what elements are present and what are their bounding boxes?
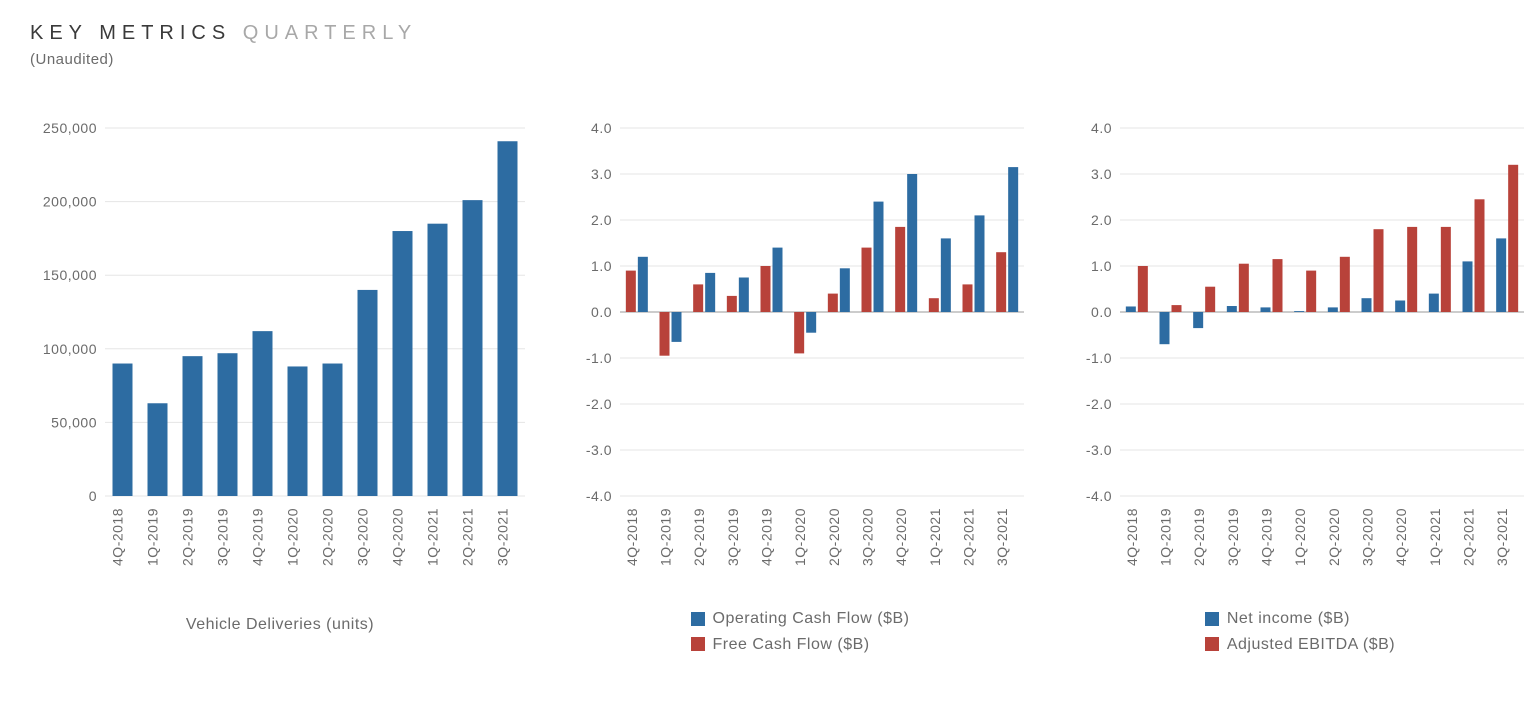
svg-text:3Q-2019: 3Q-2019 xyxy=(215,508,231,566)
subtitle: (Unaudited) xyxy=(30,51,1498,68)
svg-text:4Q-2020: 4Q-2020 xyxy=(1393,508,1409,566)
svg-text:0: 0 xyxy=(89,488,97,504)
svg-text:1Q-2019: 1Q-2019 xyxy=(658,508,674,566)
chart-income-svg: -4.0 -3.0 -2.0 -1.0 0.0 1.0 2.0 3.0 4.0 4Q-2018 1Q… xyxy=(1070,118,1528,588)
chart-cashflow-svg: -4.0 -3.0 -2.0 -1.0 0.0 1.0 2.0 3.0 4.0 4Q-2018 1Q… xyxy=(570,118,1030,588)
svg-text:3Q-2020: 3Q-2020 xyxy=(355,508,371,566)
legend-swatch-red xyxy=(691,637,705,651)
svg-text:2Q-2021: 2Q-2021 xyxy=(1461,508,1477,566)
svg-text:1.0: 1.0 xyxy=(1091,258,1112,274)
legend-label-fcf: Free Cash Flow ($B) xyxy=(713,632,870,658)
chart-deliveries-title: Vehicle Deliveries (units) xyxy=(186,616,374,634)
svg-text:-2.0: -2.0 xyxy=(1086,396,1112,412)
svg-text:1Q-2021: 1Q-2021 xyxy=(1427,508,1443,566)
chart-cashflow-legend: Operating Cash Flow ($B) Free Cash Flow … xyxy=(691,606,910,657)
svg-text:50,000: 50,000 xyxy=(51,414,97,430)
svg-text:200,000: 200,000 xyxy=(43,194,97,210)
svg-text:4Q-2018: 4Q-2018 xyxy=(110,508,126,566)
svg-text:1Q-2019: 1Q-2019 xyxy=(1158,508,1174,566)
svg-text:1Q-2020: 1Q-2020 xyxy=(285,508,301,566)
svg-text:3Q-2020: 3Q-2020 xyxy=(860,508,876,566)
svg-text:1Q-2021: 1Q-2021 xyxy=(425,508,441,566)
svg-text:3.0: 3.0 xyxy=(591,166,612,182)
svg-text:3Q-2019: 3Q-2019 xyxy=(1225,508,1241,566)
legend-item-ebitda: Adjusted EBITDA ($B) xyxy=(1205,632,1395,658)
svg-text:250,000: 250,000 xyxy=(43,120,97,136)
legend-swatch-red-2 xyxy=(1205,637,1219,651)
svg-text:3Q-2019: 3Q-2019 xyxy=(725,508,741,566)
svg-text:3Q-2021: 3Q-2021 xyxy=(994,508,1010,566)
svg-text:4Q-2018: 4Q-2018 xyxy=(624,508,640,566)
svg-text:2.0: 2.0 xyxy=(591,212,612,228)
chart-cashflow: -4.0 -3.0 -2.0 -1.0 0.0 1.0 2.0 3.0 4.0 4Q-2018 1Q… xyxy=(570,118,1030,657)
svg-text:150,000: 150,000 xyxy=(43,267,97,283)
svg-text:-2.0: -2.0 xyxy=(586,396,612,412)
svg-text:2Q-2021: 2Q-2021 xyxy=(961,508,977,566)
charts-row: 0 50,000 100,000 150,000 200,000 250,000 4Q-20… xyxy=(30,118,1498,657)
svg-text:4Q-2019: 4Q-2019 xyxy=(1259,508,1275,566)
svg-text:2Q-2021: 2Q-2021 xyxy=(460,508,476,566)
svg-text:4Q-2019: 4Q-2019 xyxy=(250,508,266,566)
svg-text:4Q-2020: 4Q-2020 xyxy=(390,508,406,566)
legend-item-ocf: Operating Cash Flow ($B) xyxy=(691,606,910,632)
svg-text:1.0: 1.0 xyxy=(591,258,612,274)
legend-label-ocf: Operating Cash Flow ($B) xyxy=(713,606,910,632)
title-bold: KEY METRICS xyxy=(30,22,231,44)
chart-deliveries: 0 50,000 100,000 150,000 200,000 250,000 4Q-20… xyxy=(30,118,530,657)
svg-text:100,000: 100,000 xyxy=(43,341,97,357)
svg-text:2Q-2019: 2Q-2019 xyxy=(691,508,707,566)
svg-text:1Q-2020: 1Q-2020 xyxy=(792,508,808,566)
chart-deliveries-svg: 0 50,000 100,000 150,000 200,000 250,000 4Q-20… xyxy=(30,118,530,588)
page: KEY METRICS QUARTERLY (Unaudited) 0 50,00… xyxy=(0,0,1528,708)
chart-income-legend: Net income ($B) Adjusted EBITDA ($B) xyxy=(1205,606,1395,657)
svg-text:-3.0: -3.0 xyxy=(1086,442,1112,458)
svg-text:2Q-2019: 2Q-2019 xyxy=(1191,508,1207,566)
chart-income: -4.0 -3.0 -2.0 -1.0 0.0 1.0 2.0 3.0 4.0 4Q-2018 1Q… xyxy=(1070,118,1528,657)
svg-text:3Q-2020: 3Q-2020 xyxy=(1360,508,1376,566)
svg-text:2.0: 2.0 xyxy=(1091,212,1112,228)
svg-text:4Q-2020: 4Q-2020 xyxy=(893,508,909,566)
svg-text:4.0: 4.0 xyxy=(591,120,612,136)
legend-item-fcf: Free Cash Flow ($B) xyxy=(691,632,910,658)
svg-text:4Q-2019: 4Q-2019 xyxy=(759,508,775,566)
svg-text:-1.0: -1.0 xyxy=(586,350,612,366)
svg-text:4.0: 4.0 xyxy=(1091,120,1112,136)
legend-item-netincome: Net income ($B) xyxy=(1205,606,1395,632)
svg-text:2Q-2020: 2Q-2020 xyxy=(826,508,842,566)
svg-text:2Q-2020: 2Q-2020 xyxy=(1326,508,1342,566)
page-title: KEY METRICS QUARTERLY xyxy=(30,22,1498,45)
svg-text:1Q-2021: 1Q-2021 xyxy=(927,508,943,566)
svg-text:0.0: 0.0 xyxy=(1091,304,1112,320)
svg-text:-1.0: -1.0 xyxy=(1086,350,1112,366)
title-light: QUARTERLY xyxy=(243,22,417,44)
svg-text:3.0: 3.0 xyxy=(1091,166,1112,182)
legend-label-netincome: Net income ($B) xyxy=(1227,606,1350,632)
svg-text:-3.0: -3.0 xyxy=(586,442,612,458)
svg-text:1Q-2020: 1Q-2020 xyxy=(1292,508,1308,566)
svg-text:2Q-2020: 2Q-2020 xyxy=(320,508,336,566)
svg-text:3Q-2021: 3Q-2021 xyxy=(495,508,511,566)
legend-label-ebitda: Adjusted EBITDA ($B) xyxy=(1227,632,1395,658)
legend-swatch-blue-2 xyxy=(1205,612,1219,626)
legend-swatch-blue xyxy=(691,612,705,626)
svg-text:3Q-2021: 3Q-2021 xyxy=(1494,508,1510,566)
svg-text:1Q-2019: 1Q-2019 xyxy=(145,508,161,566)
svg-text:-4.0: -4.0 xyxy=(1086,488,1112,504)
svg-text:4Q-2018: 4Q-2018 xyxy=(1124,508,1140,566)
svg-text:0.0: 0.0 xyxy=(591,304,612,320)
svg-text:-4.0: -4.0 xyxy=(586,488,612,504)
svg-text:2Q-2019: 2Q-2019 xyxy=(180,508,196,566)
